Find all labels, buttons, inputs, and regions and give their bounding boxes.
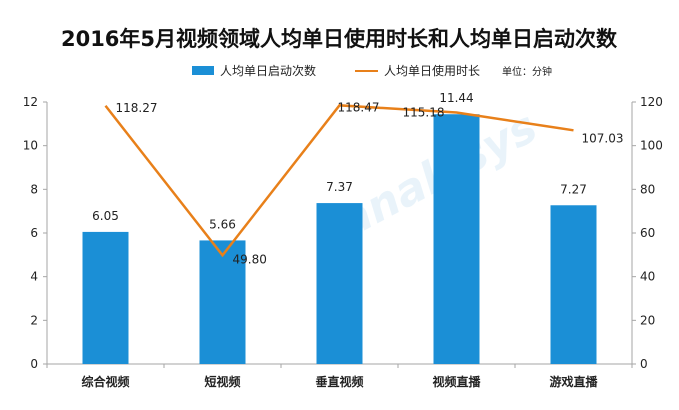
line-value-label: 115.18	[403, 106, 445, 120]
x-tick-label: 垂直视频	[315, 374, 363, 389]
left-tick-label: 0	[30, 357, 38, 371]
bar	[82, 231, 129, 364]
chart-title: 2016年5月视频领域人均单日使用时长和人均单日启动次数	[61, 27, 618, 51]
legend-bar-label: 人均单日启动次数	[220, 63, 316, 78]
bar	[433, 114, 480, 364]
right-tick-label: 120	[640, 95, 663, 109]
duration-line	[104, 104, 574, 258]
line-series	[104, 104, 574, 258]
bar-value-label: 7.27	[560, 182, 587, 196]
x-tick-label: 短视频	[204, 374, 240, 389]
legend-line-label: 人均单日使用时长	[384, 63, 480, 78]
left-tick-label: 6	[30, 226, 38, 240]
left-tick-label: 2	[30, 313, 38, 327]
line-value-label: 107.03	[582, 131, 624, 145]
left-tick-label: 10	[23, 139, 38, 153]
bar-value-label: 5.66	[209, 217, 236, 231]
x-tick-label: 视频直播	[432, 374, 481, 389]
line-value-label: 118.47	[338, 100, 380, 114]
bar-value-labels: 6.05 5.66 7.37 11.44 7.27	[92, 91, 587, 231]
bar	[550, 205, 597, 364]
legend-bar-swatch	[192, 66, 214, 75]
left-tick-label: 4	[30, 270, 38, 284]
bar-value-label: 7.37	[326, 180, 353, 194]
right-tick-label: 60	[640, 226, 655, 240]
line-value-label: 118.27	[116, 101, 158, 115]
bar	[316, 203, 363, 364]
right-tick-label: 80	[640, 182, 655, 196]
x-tick-label: 综合视频	[81, 374, 129, 389]
legend: 人均单日启动次数 人均单日使用时长 单位：分钟	[192, 63, 552, 78]
bar	[199, 240, 246, 364]
right-tick-label: 40	[640, 270, 655, 284]
right-axis-ticks: 0 20 40 60 80 100 120	[632, 95, 663, 371]
line-value-label: 49.80	[233, 252, 267, 266]
bar-series	[82, 114, 597, 364]
right-tick-label: 100	[640, 139, 663, 153]
bar-value-label: 11.44	[439, 91, 473, 105]
right-tick-label: 0	[640, 357, 648, 371]
right-tick-label: 20	[640, 313, 655, 327]
unit-note: 单位：分钟	[502, 65, 552, 78]
x-tick-label: 游戏直播	[549, 374, 598, 389]
x-axis-ticks: 综合视频 短视频 垂直视频 视频直播 游戏直播	[46, 364, 633, 389]
line-value-labels: 118.27 49.80 118.47 115.18 107.03	[116, 100, 624, 266]
left-tick-label: 12	[23, 95, 38, 109]
left-tick-label: 8	[30, 182, 38, 196]
bar-value-label: 6.05	[92, 209, 119, 223]
left-axis-ticks: 0 2 4 6 8 10 12	[23, 95, 47, 371]
